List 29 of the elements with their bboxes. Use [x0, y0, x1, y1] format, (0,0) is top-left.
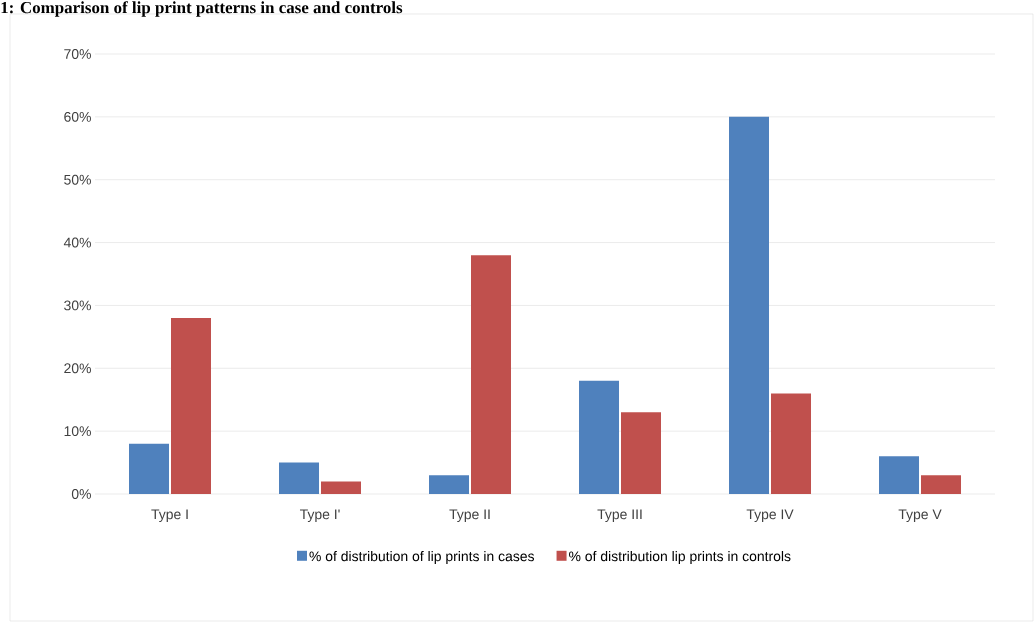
- bar: [729, 116, 770, 494]
- bar: [171, 318, 211, 494]
- y-tick-label: 30%: [64, 300, 91, 311]
- y-tick-label: 40%: [63, 237, 91, 248]
- x-tick-label: Type IV: [746, 509, 794, 523]
- bar: [771, 393, 811, 494]
- bar: [279, 462, 320, 494]
- legend-label: % of distribution of lip prints in cases: [309, 550, 535, 564]
- y-tick-label: 50%: [64, 174, 91, 185]
- bar: [321, 481, 361, 494]
- x-tick-label: Type I: [151, 509, 188, 523]
- bar: [921, 475, 961, 494]
- x-tick-label: Type V: [898, 509, 942, 523]
- x-tick-label: Type III: [597, 509, 642, 523]
- legend-label: % of distribution lip prints in controls: [569, 550, 791, 564]
- bar: [579, 380, 620, 494]
- y-tick-label: 0%: [71, 489, 91, 499]
- bar: [621, 412, 661, 494]
- x-tick-label: Type I': [299, 509, 340, 523]
- bar: [879, 456, 920, 494]
- bar: [129, 443, 169, 494]
- y-tick-label: 20%: [64, 363, 91, 374]
- x-tick-label: Type II: [449, 509, 490, 523]
- y-tick-label: 70%: [64, 49, 91, 59]
- bar: [429, 475, 470, 494]
- bar: [471, 255, 511, 494]
- y-tick-label: 60%: [64, 111, 91, 122]
- chart-title: 1: Comparison of lip print patterns in case and controls: [1, 1, 403, 17]
- y-tick-label: 10%: [64, 426, 91, 437]
